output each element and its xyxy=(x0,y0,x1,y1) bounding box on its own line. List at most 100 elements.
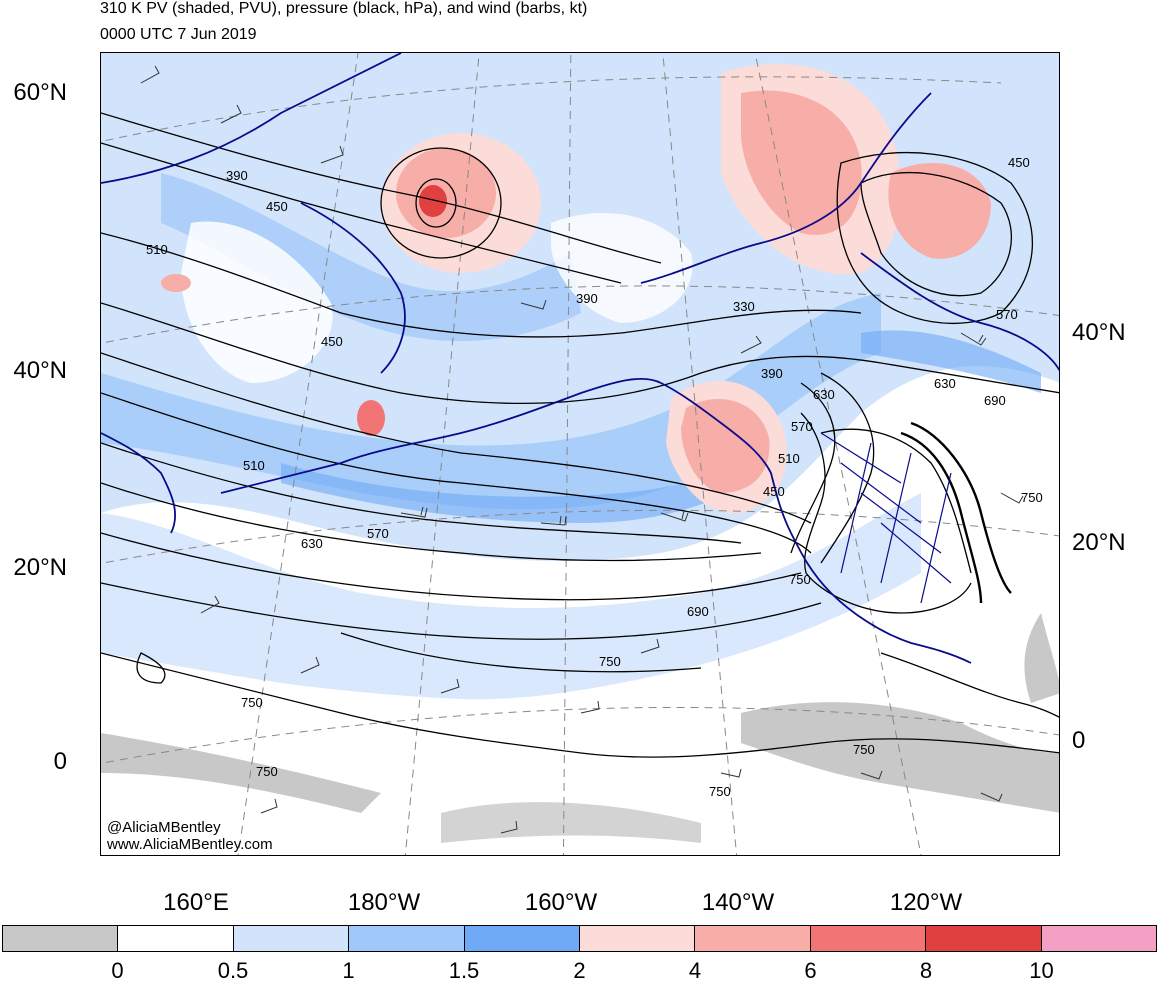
contour-line xyxy=(101,652,582,754)
left-lat-label-0: 0 xyxy=(53,748,67,775)
contour-label: 450 xyxy=(1008,155,1030,170)
credit-handle: @AliciaMBentley xyxy=(107,819,221,836)
contour-label: 630 xyxy=(934,376,956,391)
wind-barb xyxy=(720,768,742,778)
wind-barb xyxy=(400,506,428,518)
pv-colorbar xyxy=(2,925,1157,952)
contour-label: 750 xyxy=(853,742,875,757)
contour-line xyxy=(380,147,502,259)
pv-low-pocket xyxy=(181,221,333,383)
colorbar-tick-label: 4 xyxy=(688,958,702,983)
contour-line xyxy=(820,428,972,574)
wind-barb xyxy=(660,510,689,522)
colorbar-tick-label: 6 xyxy=(804,958,817,983)
contour-line xyxy=(880,652,1059,718)
colorbar-swatch xyxy=(926,926,1042,951)
map-canvas: 390 450 510 390 330 450 570 450 390 630 … xyxy=(101,53,1059,855)
contour-line xyxy=(836,151,1034,324)
coastline-japan xyxy=(101,432,176,534)
pv-small-max-2 xyxy=(161,274,191,292)
contour-label: 510 xyxy=(243,458,265,473)
lat-line-60n xyxy=(101,76,1002,143)
contour-line xyxy=(800,412,972,614)
wind-barb xyxy=(500,820,518,834)
contour-label: 390 xyxy=(576,291,598,306)
colorbar-swatch xyxy=(580,926,696,951)
pv-max-north-pacific-center xyxy=(419,185,447,217)
contour-label: 690 xyxy=(687,604,709,619)
wind-barb xyxy=(860,770,883,780)
wind-barb xyxy=(1000,492,1024,504)
pv-hudson-high xyxy=(888,163,991,259)
map-panel: 390 450 510 390 330 450 570 450 390 630 … xyxy=(100,52,1060,856)
contour-line xyxy=(136,652,166,684)
coastline-north-america-west xyxy=(790,532,972,664)
contour-label: 750 xyxy=(789,572,811,587)
state-borders xyxy=(820,432,952,604)
credit-block: @AliciaMBentley www.AliciaMBentley.com xyxy=(107,819,273,853)
contour-line xyxy=(820,372,875,564)
pv-max-north-pacific-core xyxy=(396,148,496,238)
contour-label: 510 xyxy=(146,242,168,257)
contour-line xyxy=(101,142,622,284)
colorbar-swatch xyxy=(349,926,465,951)
right-lat-label-0: 0 xyxy=(1072,727,1086,754)
pv-gray-tropics-4 xyxy=(1024,613,1059,703)
pv-low-pocket-2 xyxy=(551,213,693,323)
wind-barb xyxy=(580,700,600,714)
contour-label: 570 xyxy=(791,419,813,434)
colorbar-swatch xyxy=(695,926,811,951)
wind-barb xyxy=(540,515,567,526)
contour-line xyxy=(101,302,1059,405)
coastlines xyxy=(101,53,1059,664)
contour-label: 450 xyxy=(321,334,343,349)
pv-small-max xyxy=(357,400,385,436)
colorbar-swatch xyxy=(1041,926,1157,951)
lon-line-140w xyxy=(662,53,738,855)
lat-line-0 xyxy=(101,707,1059,764)
bottom-lon-label-120w: 120°W xyxy=(889,889,963,916)
bottom-lon-label-140w: 140°W xyxy=(701,889,775,916)
colorbar-swatch xyxy=(3,926,119,951)
contour-label: 750 xyxy=(256,764,278,779)
contour-label: 750 xyxy=(709,784,731,799)
colorbar-tick-label: 8 xyxy=(919,958,933,983)
contour-line xyxy=(101,392,812,554)
wind-barb xyxy=(440,678,460,694)
contour-line xyxy=(340,632,702,673)
wind-barb xyxy=(220,104,242,124)
pv-gray-tropics-2 xyxy=(741,702,1059,813)
contour-label: 390 xyxy=(761,366,783,381)
contour-label: 690 xyxy=(984,393,1006,408)
contour-labels: 390 450 510 390 330 450 570 450 390 630 … xyxy=(146,155,1043,799)
colorbar-tick-label: 10 xyxy=(1029,958,1054,983)
colorbar-tick-label: 0.5 xyxy=(217,958,249,983)
contour-line xyxy=(101,442,742,544)
wind-barb xyxy=(980,792,1003,802)
contour-line xyxy=(900,431,983,604)
pv-streak-blue xyxy=(281,453,761,523)
wind-barb xyxy=(260,798,278,814)
wind-barb xyxy=(740,335,762,354)
coastline-alaska-gulf xyxy=(660,382,792,534)
wind-barb xyxy=(320,145,344,164)
colorbar-tick-label: 1.5 xyxy=(448,958,480,983)
lat-line-40n xyxy=(101,285,1059,344)
colorbar-swatch xyxy=(464,926,581,951)
contour-label: 330 xyxy=(733,299,755,314)
colorbar-tick-label: 2 xyxy=(573,958,586,983)
coastline-alaska-aleutians xyxy=(220,377,662,494)
contour-line xyxy=(790,382,836,554)
contour-label: 570 xyxy=(996,307,1018,322)
wind-barb xyxy=(200,595,220,614)
contour-label: 570 xyxy=(367,526,389,541)
contour-label: 630 xyxy=(813,387,835,402)
pv-arctic-high-core xyxy=(741,90,862,235)
contour-line xyxy=(101,352,812,524)
pv-gray-tropics-3 xyxy=(441,802,701,843)
coastline-hudson xyxy=(860,252,1059,372)
contour-line xyxy=(101,112,662,264)
contour-line xyxy=(101,232,862,338)
contour-line xyxy=(860,172,1013,297)
right-lat-label-40n: 40°N xyxy=(1072,319,1126,346)
